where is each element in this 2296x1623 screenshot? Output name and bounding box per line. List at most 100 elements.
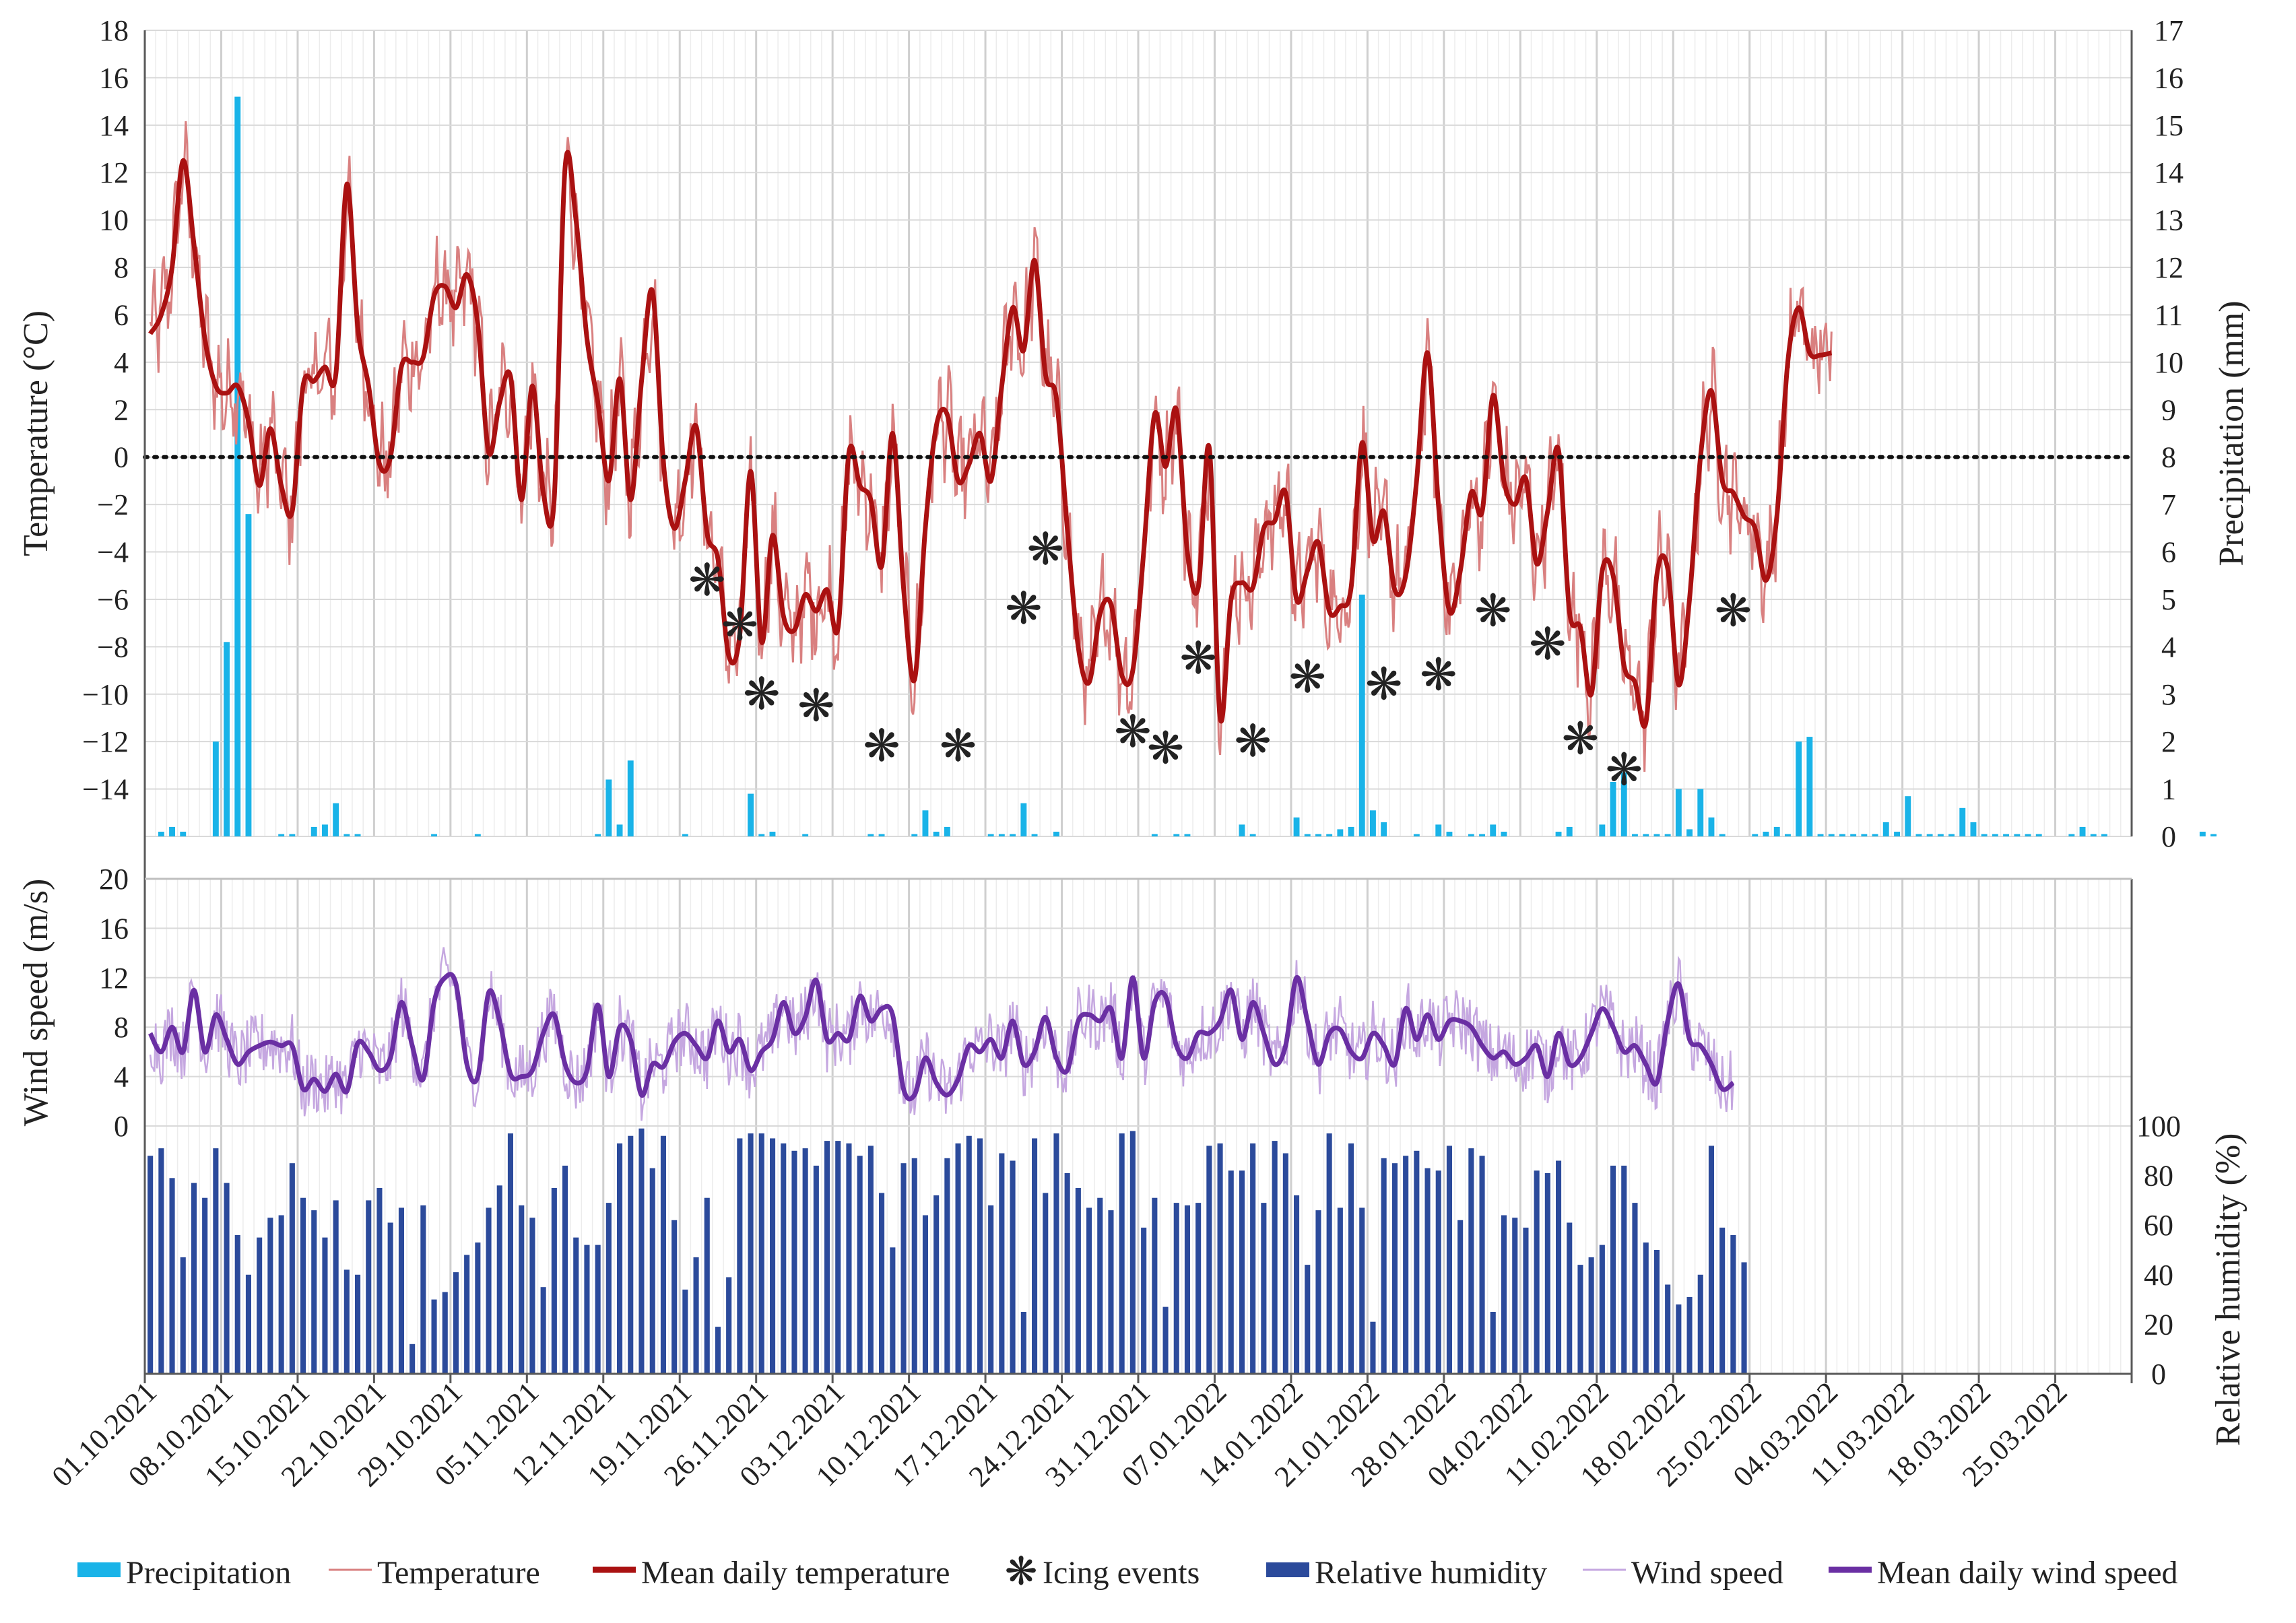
precipitation-tick-label: 10 <box>2154 346 2184 379</box>
precipitation-bar <box>1358 594 1365 836</box>
relative-humidity-bar <box>617 1143 623 1374</box>
wind-speed-tick-label: 20 <box>99 863 129 896</box>
precipitation-bar <box>1501 832 1507 836</box>
temperature-tick-label: −6 <box>97 583 129 616</box>
precipitation-tick-label: 5 <box>2161 583 2176 616</box>
precipitation-bar <box>1370 810 1376 836</box>
precipitation-bar <box>212 741 219 836</box>
relative-humidity-bar <box>1282 1153 1288 1374</box>
relative-humidity-bar <box>748 1133 754 1374</box>
precipitation-bar <box>180 832 187 836</box>
legend: Precipitation Temperature Mean daily tempe… <box>77 1550 2178 1593</box>
relative-humidity-bar <box>1512 1218 1518 1374</box>
legend-label: Wind speed <box>1631 1555 1783 1591</box>
relative-humidity-bar <box>649 1168 655 1374</box>
precipitation-bar <box>758 834 765 836</box>
relative-humidity-bar <box>1020 1312 1026 1374</box>
legend-item: Precipitation <box>77 1555 291 1591</box>
precipitation-bar <box>1010 834 1016 836</box>
legend-label: Temperature <box>377 1555 540 1591</box>
relative-humidity-bar <box>1391 1163 1398 1374</box>
relative-humidity-bar <box>813 1165 819 1374</box>
precipitation-tick-label: 17 <box>2154 14 2184 47</box>
precipitation-bar <box>616 824 623 836</box>
precipitation-bar <box>333 803 339 836</box>
precipitation-bar <box>1031 834 1038 836</box>
relative-humidity-bar <box>1217 1143 1223 1374</box>
relative-humidity-bar <box>726 1277 732 1374</box>
precipitation-bar <box>1566 826 1573 836</box>
icing-event-marker: ❋ <box>1365 661 1402 710</box>
precipitation-bar <box>2079 826 2086 836</box>
precipitation-bar <box>245 514 252 836</box>
legend-item: Temperature <box>329 1555 540 1591</box>
relative-humidity-bar <box>496 1185 502 1374</box>
relative-humidity-bar <box>158 1148 164 1374</box>
precipitation-bar <box>933 832 940 836</box>
relative-humidity-bar <box>1129 1131 1136 1374</box>
icing-event-marker: ❋ <box>743 670 780 719</box>
relative-humidity-bar <box>311 1210 317 1374</box>
temperature-line <box>149 121 1833 772</box>
precipitation-bar <box>1337 829 1344 836</box>
precipitation-bar <box>1719 834 1726 836</box>
precipitation-bars <box>158 96 2217 837</box>
relative-humidity-bar <box>1195 1203 1202 1374</box>
legend-item: Mean daily wind speed <box>1829 1555 2178 1591</box>
precipitation-bar <box>343 834 350 836</box>
legend-swatch: ❋ <box>1005 1550 1038 1593</box>
wind-speed-tick-label: 12 <box>99 962 129 995</box>
legend-item: Mean daily temperature <box>593 1555 950 1591</box>
relative-humidity-bar <box>1381 1158 1387 1374</box>
relative-humidity-bar <box>682 1289 688 1374</box>
precipitation-bar <box>682 834 688 836</box>
precipitation-bar <box>1970 822 1977 836</box>
relative-humidity-bar <box>1043 1193 1049 1374</box>
relative-humidity-bar <box>835 1141 841 1374</box>
precipitation-tick-label: 6 <box>2161 536 2176 569</box>
temperature-tick-label: −2 <box>97 488 129 521</box>
relative-humidity-bar <box>202 1197 208 1374</box>
temperature-tick-label: −12 <box>82 725 129 758</box>
relative-humidity-bar <box>453 1272 459 1374</box>
wind-speed-tick-label: 16 <box>99 912 129 945</box>
relative-humidity-bar <box>966 1135 972 1374</box>
precipitation-bar <box>1304 834 1311 836</box>
relative-humidity-bar <box>1250 1143 1256 1374</box>
relative-humidity-bar <box>638 1128 645 1374</box>
relative-humidity-bar <box>1064 1172 1070 1374</box>
precipitation-bar <box>1850 834 1857 836</box>
precipitation-bar <box>595 834 601 836</box>
relative-humidity-bar <box>1141 1227 1147 1374</box>
precipitation-bar <box>2003 834 2009 836</box>
relative-humidity-bar <box>1490 1312 1496 1374</box>
legend-swatch <box>77 1562 121 1577</box>
relative-humidity-bar <box>1119 1133 1125 1374</box>
relative-humidity-bar <box>234 1234 240 1374</box>
precipitation-bar <box>1839 834 1845 836</box>
wind-speed-line <box>149 947 1734 1121</box>
relative-humidity-bar <box>1730 1234 1736 1374</box>
relative-humidity-bar <box>1643 1243 1649 1374</box>
icing-event-marker: ❋ <box>863 722 900 771</box>
relative-humidity-tick-label: 0 <box>2151 1358 2166 1391</box>
precipitation-bar <box>1937 834 1944 836</box>
relative-humidity-bar <box>366 1200 372 1374</box>
relative-humidity-bar <box>1468 1148 1474 1374</box>
precipitation-bar <box>1992 834 1998 836</box>
relative-humidity-tick-label: 80 <box>2144 1160 2173 1193</box>
temperature-tick-label: 14 <box>99 109 129 142</box>
relative-humidity-bar <box>442 1292 448 1374</box>
precipitation-bar <box>278 834 285 836</box>
relative-humidity-tick-label: 100 <box>2136 1110 2181 1143</box>
relative-humidity-bar <box>147 1156 154 1374</box>
precipitation-bar <box>1643 834 1649 836</box>
precipitation-bar <box>1632 834 1638 836</box>
precipitation-bar <box>1555 832 1562 836</box>
precipitation-bar <box>224 642 230 836</box>
precipitation-bar <box>1620 772 1627 836</box>
relative-humidity-bar <box>1152 1197 1158 1374</box>
precipitation-bar <box>878 834 885 836</box>
precipitation-bar <box>802 834 809 836</box>
relative-humidity-bar <box>999 1153 1005 1374</box>
